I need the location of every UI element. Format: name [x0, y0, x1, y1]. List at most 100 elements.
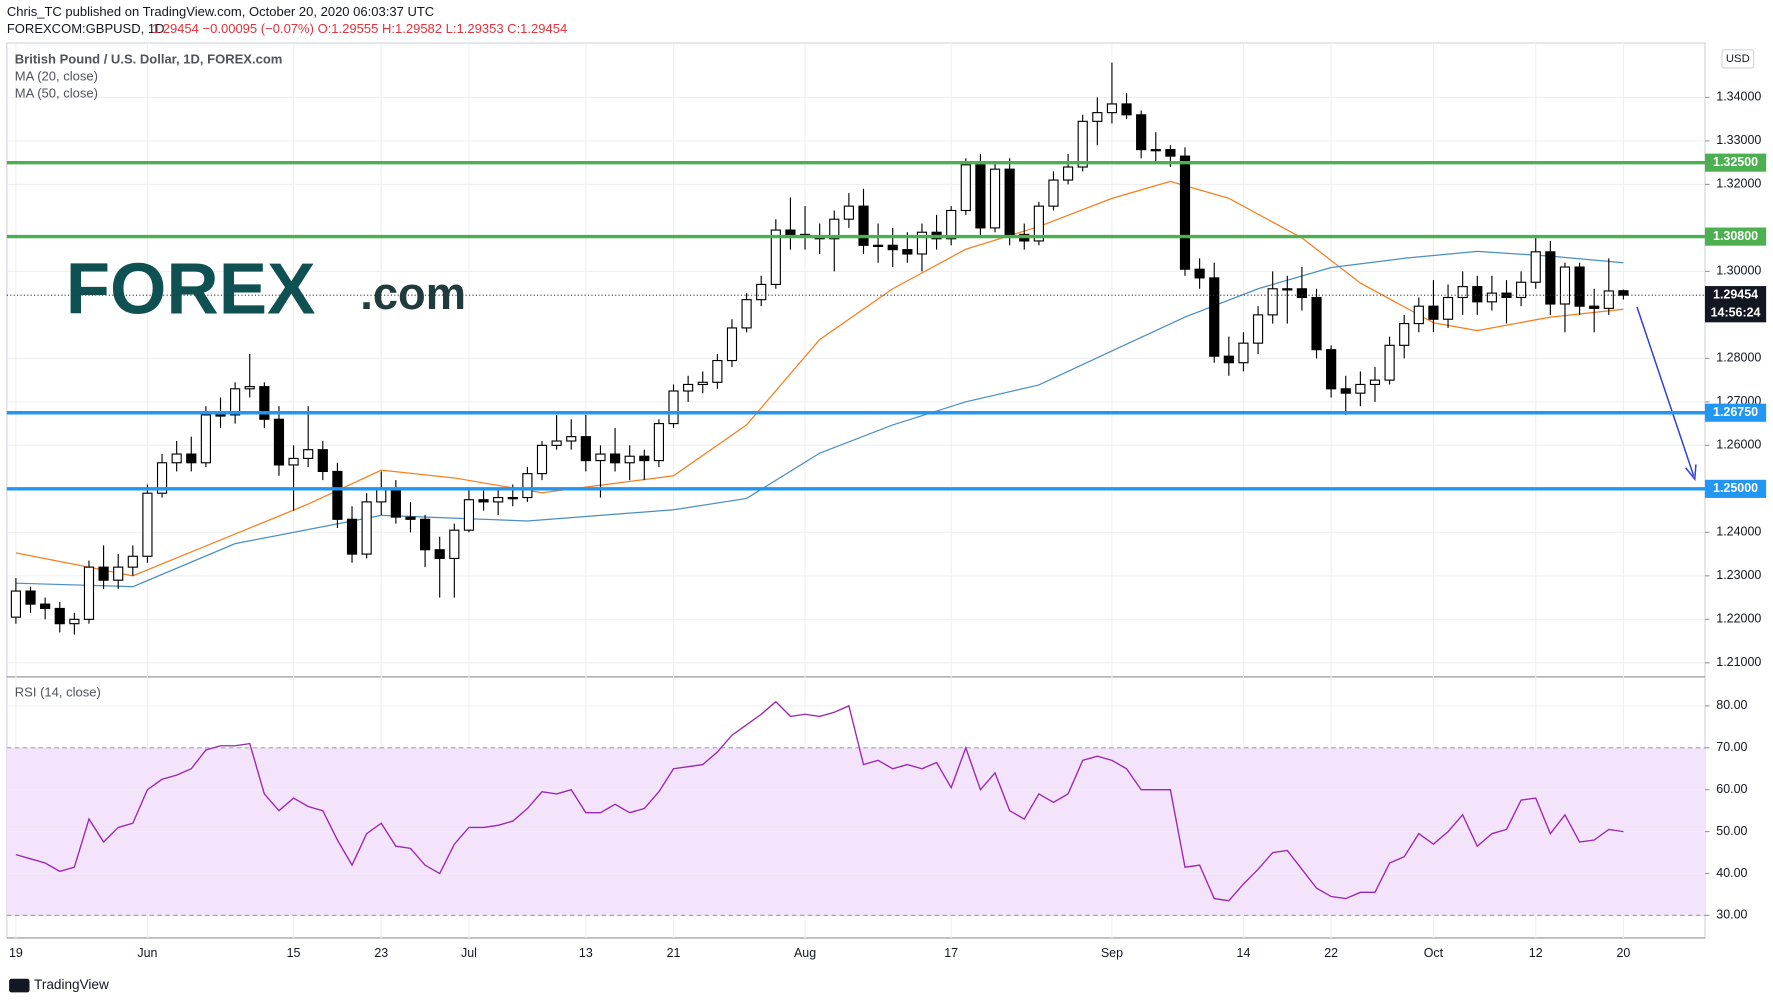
y-tick-label: 70.00 — [1716, 740, 1747, 754]
tv-logo — [9, 978, 30, 993]
candle-body — [405, 516, 416, 520]
candle-body — [1340, 388, 1351, 394]
quote: 1.29454 −0.00095 (−0.07%) O:1.29555 H:1.… — [152, 21, 567, 36]
candle-body — [1179, 155, 1191, 270]
y-tick-label: 40.00 — [1716, 866, 1747, 880]
candle-body — [1369, 379, 1381, 386]
candle-body — [1428, 305, 1439, 320]
candle-body — [551, 440, 562, 446]
candle-body — [346, 518, 358, 555]
candle-body — [1238, 342, 1249, 364]
candle-body — [536, 444, 548, 475]
x-tick-label: 17 — [944, 946, 958, 960]
candle-body — [1472, 286, 1483, 303]
candle-body — [200, 414, 211, 464]
candle-body — [1136, 114, 1147, 151]
candle-body — [1267, 288, 1278, 316]
moving-average — [15, 180, 1624, 577]
candle-body — [1603, 290, 1614, 309]
countdown: 14:56:24 — [1711, 306, 1761, 320]
candle-body — [463, 499, 475, 531]
candle-body — [230, 388, 241, 416]
candle-body — [609, 453, 621, 464]
candle-body — [522, 473, 533, 499]
candle-body — [1048, 179, 1059, 207]
last-price-label: 1.29454 — [1713, 287, 1758, 301]
overlay: 1.210001.220001.230001.240001.260001.270… — [6, 51, 1767, 960]
candle-body — [303, 449, 314, 459]
candle-body — [712, 359, 723, 383]
candle-body — [843, 205, 854, 220]
candle-body — [1106, 103, 1118, 114]
candle-body — [317, 449, 328, 473]
candle-body — [1618, 290, 1629, 296]
y-tick-label: 80.00 — [1716, 698, 1747, 712]
candle-body — [624, 455, 635, 464]
candle-body — [916, 231, 928, 255]
candle-body — [1574, 266, 1585, 307]
candle-body — [1062, 166, 1074, 181]
pane-title: British Pound / U.S. Dollar, 1D, FOREX.c… — [15, 51, 283, 66]
candle-body — [1486, 292, 1497, 303]
legend-entry: MA (50, close) — [15, 85, 98, 100]
x-tick-label: 14 — [1237, 946, 1251, 960]
candle-body — [419, 518, 431, 551]
level-label: 1.25000 — [1713, 481, 1758, 495]
candle-body — [113, 566, 124, 581]
candle-body — [975, 164, 986, 229]
candle-body — [639, 455, 650, 462]
y-tick-label: 1.28000 — [1716, 351, 1761, 365]
y-tick-label: 50.00 — [1716, 824, 1747, 838]
candle-body — [332, 470, 343, 520]
level-label-box — [1704, 479, 1767, 498]
last-price-box — [1704, 286, 1767, 323]
candle-body — [1223, 355, 1234, 364]
candle-body — [69, 618, 80, 625]
publisher-line: Chris_TC published on TradingView.com, O… — [7, 4, 434, 19]
candle-body — [1165, 149, 1176, 157]
x-tick-label: Jun — [137, 946, 157, 960]
candle-body — [873, 244, 884, 247]
x-tick-label: Sep — [1101, 946, 1123, 960]
candle-body — [1516, 281, 1527, 299]
candle-body — [493, 496, 504, 503]
rsi-line — [15, 700, 1624, 902]
x-tick-label: 13 — [579, 946, 593, 960]
x-tick-label: 22 — [1324, 946, 1338, 960]
candle-body — [1530, 251, 1541, 283]
x-tick-label: 21 — [667, 946, 681, 960]
candle-body — [507, 496, 518, 500]
currency-badge — [1721, 49, 1755, 69]
candle-body — [1004, 168, 1015, 235]
candle-body — [902, 249, 913, 255]
y-tick-label: 1.21000 — [1716, 655, 1761, 669]
grid — [6, 43, 1710, 938]
candle-body — [1413, 305, 1424, 325]
candle-body — [1121, 103, 1132, 116]
candle-body — [1589, 305, 1600, 309]
level-label: 1.26750 — [1713, 405, 1758, 419]
candle-body — [887, 244, 898, 251]
y-tick-label: 1.32000 — [1716, 177, 1761, 191]
candle-body — [1384, 344, 1395, 381]
y-tick-label: 1.34000 — [1716, 90, 1761, 104]
candle-body — [1442, 296, 1454, 320]
candle-body — [244, 386, 255, 390]
candle-body — [40, 603, 51, 610]
candle-body — [1252, 314, 1264, 344]
y-tick-label: 60.00 — [1716, 782, 1747, 796]
legend-entry: MA (20, close) — [15, 68, 98, 83]
candle-body — [98, 566, 109, 581]
y-tick-label: 1.23000 — [1716, 568, 1761, 582]
candle-body — [1457, 286, 1468, 299]
candle-body — [1326, 349, 1337, 390]
y-tick-label: 1.22000 — [1716, 612, 1761, 626]
candle-body — [376, 488, 387, 503]
candle-body — [1559, 266, 1571, 305]
y-tick-label: 1.24000 — [1716, 525, 1761, 539]
y-tick-label: 30.00 — [1716, 908, 1747, 922]
candle-body — [390, 488, 401, 518]
logo-suffix: .com — [360, 268, 466, 319]
currency: USD — [1726, 53, 1750, 65]
